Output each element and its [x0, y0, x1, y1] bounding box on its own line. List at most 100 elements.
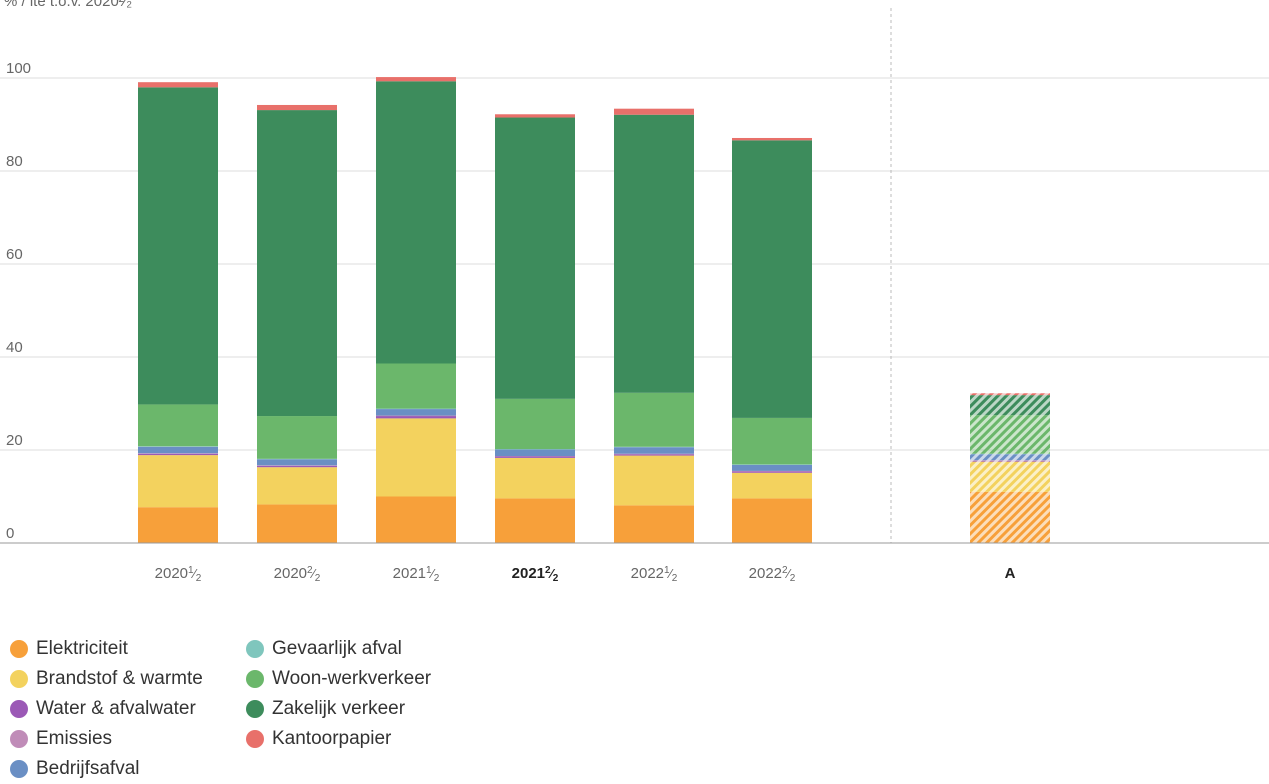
bar-segment-woon-werkverkeer — [614, 393, 694, 447]
x-tick-label: 20221⁄2 — [631, 565, 678, 584]
x-tick-label: A — [1005, 565, 1016, 582]
bar-segment-zakelijk-verkeer — [614, 115, 694, 393]
bar-segment-elektriciteit — [614, 505, 694, 543]
legend-label: Elektriciteit — [36, 638, 128, 660]
bar-segment-woon-werkverkeer — [138, 404, 218, 446]
legend-swatch-gevaarlijk-afval — [246, 640, 264, 658]
bar-segment-kantoorpapier — [257, 105, 337, 110]
bar-2022-1-2 — [614, 109, 694, 543]
legend-swatch-water-afvalwater — [10, 700, 28, 718]
legend-label: Kantoorpapier — [272, 728, 391, 750]
bar-segment-zakelijk-verkeer — [495, 118, 575, 399]
legend-item-elektriciteit: Elektriciteit — [10, 634, 203, 664]
bar-2022-2-2 — [732, 138, 812, 543]
x-tick-label: 20202⁄2 — [274, 565, 321, 584]
legend-item-kantoorpapier: Kantoorpapier — [246, 724, 431, 754]
bar-segment-elektriciteit — [970, 492, 1050, 543]
bar-segment-water-afvalwater — [376, 416, 456, 418]
legend-label: Bedrijfsafval — [36, 758, 140, 780]
bar-segment-elektriciteit — [138, 507, 218, 543]
bar-segment-bedrijfsafval — [732, 465, 812, 471]
bar-segment-woon-werkverkeer — [970, 415, 1050, 454]
bar-segment-brandstof-warmte — [732, 473, 812, 499]
legend-swatch-emissies — [10, 730, 28, 748]
bar-segment-brandstof-warmte — [257, 467, 337, 504]
bar-segment-bedrijfsafval — [614, 447, 694, 454]
bar-segment-elektriciteit — [495, 498, 575, 543]
bar-segment-elektriciteit — [257, 504, 337, 543]
legend-swatch-bedrijfsafval — [10, 760, 28, 778]
y-tick-labels: 0 20 40 60 80 100 — [6, 60, 31, 542]
bar-segment-zakelijk-verkeer — [732, 140, 812, 418]
bar-a — [970, 393, 1050, 543]
y-axis-label: % / ite t.o.v. 2020²⁄₂ — [4, 0, 132, 10]
y-tick-20: 20 — [6, 432, 23, 449]
bar-2021-2-2 — [495, 114, 575, 543]
y-tick-80: 80 — [6, 153, 23, 170]
bar-segment-water-afvalwater — [970, 461, 1050, 462]
bar-segment-woon-werkverkeer — [376, 364, 456, 409]
legend-item-brandstof-warmte: Brandstof & warmte — [10, 664, 203, 694]
legend-column-1: Elektriciteit Brandstof & warmte Water & a… — [10, 634, 203, 784]
x-tick-label: 20222⁄2 — [749, 565, 796, 584]
bar-segment-water-afvalwater — [732, 471, 812, 472]
bar-segment-brandstof-warmte — [614, 456, 694, 506]
legend-item-gevaarlijk-afval: Gevaarlijk afval — [246, 634, 431, 664]
legend-item-water-afvalwater: Water & afvalwater — [10, 694, 203, 724]
legend-swatch-elektriciteit — [10, 640, 28, 658]
x-tick-label: 20212⁄2 — [512, 565, 559, 584]
bar-segment-kantoorpapier — [138, 82, 218, 87]
legend-column-2: Gevaarlijk afval Woon-werkverkeer Zakelijk… — [246, 634, 431, 754]
bar-segment-woon-werkverkeer — [732, 418, 812, 465]
legend-item-bedrijfsafval: Bedrijfsafval — [10, 754, 203, 784]
bars — [138, 77, 1050, 543]
bar-segment-kantoorpapier — [376, 77, 456, 81]
bar-segment-kantoorpapier — [970, 393, 1050, 395]
bar-segment-bedrijfsafval — [138, 447, 218, 454]
legend-label: Brandstof & warmte — [36, 668, 203, 690]
legend-swatch-woon-werkverkeer — [246, 670, 264, 688]
bar-segment-bedrijfsafval — [376, 409, 456, 416]
bar-segment-water-afvalwater — [614, 454, 694, 455]
legend: Elektriciteit Brandstof & warmte Water & a… — [10, 634, 710, 784]
bar-segment-brandstof-warmte — [495, 458, 575, 498]
bar-segment-brandstof-warmte — [970, 462, 1050, 492]
bar-segment-elektriciteit — [732, 498, 812, 543]
bar-segment-zakelijk-verkeer — [138, 87, 218, 404]
legend-label: Zakelijk verkeer — [272, 698, 405, 720]
legend-label: Emissies — [36, 728, 112, 750]
y-tick-40: 40 — [6, 339, 23, 356]
bar-segment-zakelijk-verkeer — [970, 395, 1050, 415]
x-tick-labels: 20201⁄2 20202⁄2 20211⁄2 20212⁄2 20221⁄2 20222… — [155, 565, 1016, 584]
y-tick-100: 100 — [6, 60, 31, 77]
legend-label: Gevaarlijk afval — [272, 638, 402, 660]
legend-label: Woon-werkverkeer — [272, 668, 431, 690]
bar-segment-water-afvalwater — [495, 457, 575, 458]
legend-item-emissies: Emissies — [10, 724, 203, 754]
x-tick-label: 20211⁄2 — [393, 565, 440, 584]
bar-segment-water-afvalwater — [257, 466, 337, 467]
bar-segment-brandstof-warmte — [376, 418, 456, 496]
bar-segment-woon-werkverkeer — [495, 399, 575, 449]
legend-label: Water & afvalwater — [36, 698, 196, 720]
bar-segment-brandstof-warmte — [138, 455, 218, 507]
bar-segment-kantoorpapier — [495, 114, 575, 117]
x-tick-label: 20201⁄2 — [155, 565, 202, 584]
bar-segment-water-afvalwater — [138, 454, 218, 455]
bar-segment-bedrijfsafval — [495, 450, 575, 457]
bar-segment-kantoorpapier — [732, 138, 812, 140]
bar-segment-zakelijk-verkeer — [257, 110, 337, 416]
stacked-bar-chart: 0 20 40 60 80 100 20201⁄2 20202⁄2 20211⁄2 20212⁄… — [0, 0, 1269, 630]
y-tick-60: 60 — [6, 246, 23, 263]
bar-segment-zakelijk-verkeer — [376, 81, 456, 363]
bar-2020-2-2 — [257, 105, 337, 543]
bar-segment-kantoorpapier — [614, 109, 694, 115]
bar-segment-woon-werkverkeer — [257, 416, 337, 459]
y-tick-0: 0 — [6, 525, 14, 542]
bar-2020-1-2 — [138, 82, 218, 543]
legend-item-zakelijk-verkeer: Zakelijk verkeer — [246, 694, 431, 724]
legend-swatch-kantoorpapier — [246, 730, 264, 748]
bar-segment-bedrijfsafval — [970, 454, 1050, 460]
bar-segment-elektriciteit — [376, 497, 456, 544]
legend-swatch-brandstof-warmte — [10, 670, 28, 688]
